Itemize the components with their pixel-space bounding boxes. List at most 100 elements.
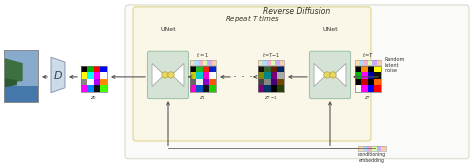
Bar xyxy=(4,86,38,101)
Bar xyxy=(362,72,368,79)
Bar xyxy=(190,66,216,92)
Bar xyxy=(364,60,368,65)
Bar xyxy=(81,66,88,72)
Bar xyxy=(355,60,381,65)
Bar xyxy=(280,60,284,65)
Bar xyxy=(203,66,210,72)
Bar xyxy=(368,85,374,92)
Bar xyxy=(199,60,203,65)
Bar xyxy=(4,50,38,101)
Bar xyxy=(88,72,94,79)
Bar xyxy=(264,79,271,85)
Bar xyxy=(362,66,368,72)
Polygon shape xyxy=(314,63,326,86)
Bar xyxy=(94,72,100,79)
Bar xyxy=(377,60,381,65)
Bar xyxy=(267,60,271,65)
Bar xyxy=(264,72,271,79)
Bar xyxy=(277,66,284,72)
Circle shape xyxy=(330,72,336,78)
Bar xyxy=(368,60,373,65)
Bar xyxy=(258,72,264,79)
Bar xyxy=(190,79,197,85)
Bar xyxy=(197,85,203,92)
Bar xyxy=(358,146,386,151)
Bar xyxy=(4,50,38,101)
Text: $z_{T-1}$: $z_{T-1}$ xyxy=(264,94,278,102)
Bar xyxy=(355,60,359,65)
Bar xyxy=(258,66,264,72)
Bar xyxy=(207,60,212,65)
Bar xyxy=(190,85,197,92)
Bar xyxy=(100,66,107,72)
Bar xyxy=(355,79,362,85)
Text: $z_1$: $z_1$ xyxy=(200,94,207,102)
Bar xyxy=(362,85,368,92)
Bar xyxy=(277,85,284,92)
Text: $D$: $D$ xyxy=(53,69,63,81)
Bar xyxy=(197,66,203,72)
Bar xyxy=(94,85,100,92)
Bar xyxy=(271,66,277,72)
Bar xyxy=(264,85,271,92)
Bar xyxy=(277,79,284,85)
Bar xyxy=(355,72,362,79)
Bar xyxy=(271,60,275,65)
Text: $z_0$: $z_0$ xyxy=(91,94,98,102)
Bar xyxy=(94,66,100,72)
Bar xyxy=(203,72,210,79)
Polygon shape xyxy=(334,63,346,86)
Bar xyxy=(368,72,374,79)
Bar xyxy=(271,85,277,92)
Bar xyxy=(210,72,216,79)
Bar xyxy=(81,66,107,92)
Bar xyxy=(372,146,377,151)
Bar xyxy=(355,66,362,72)
Bar xyxy=(81,85,88,92)
Bar xyxy=(271,79,277,85)
FancyBboxPatch shape xyxy=(133,7,371,141)
Text: $t=1$: $t=1$ xyxy=(196,51,210,59)
Bar xyxy=(197,79,203,85)
Bar xyxy=(212,60,216,65)
Bar xyxy=(203,85,210,92)
Text: $t\!=\!T$: $t\!=\!T$ xyxy=(362,51,374,59)
Bar xyxy=(277,72,284,79)
Text: Repeat $T$ times: Repeat $T$ times xyxy=(225,13,280,24)
Bar xyxy=(81,72,88,79)
Bar xyxy=(374,85,381,92)
Text: UNet: UNet xyxy=(322,27,338,32)
Bar xyxy=(374,72,381,79)
Bar xyxy=(210,79,216,85)
Bar xyxy=(355,66,381,92)
Bar xyxy=(382,146,386,151)
Bar xyxy=(190,66,197,72)
Bar xyxy=(94,79,100,85)
Bar xyxy=(190,60,216,65)
Text: $z_T$: $z_T$ xyxy=(364,94,372,102)
Bar xyxy=(100,79,107,85)
Text: Random
latent
noise: Random latent noise xyxy=(385,57,405,73)
Text: · · ·: · · · xyxy=(233,71,253,84)
Bar xyxy=(210,66,216,72)
Polygon shape xyxy=(4,58,23,84)
Circle shape xyxy=(168,72,174,78)
Bar xyxy=(194,60,199,65)
FancyBboxPatch shape xyxy=(310,51,350,99)
Bar xyxy=(367,146,372,151)
Bar xyxy=(190,72,197,79)
Bar xyxy=(81,79,88,85)
Circle shape xyxy=(162,72,168,78)
Bar xyxy=(258,60,262,65)
Bar xyxy=(258,85,264,92)
Bar xyxy=(258,79,264,85)
Polygon shape xyxy=(152,63,164,86)
Bar xyxy=(368,79,374,85)
Bar xyxy=(258,60,284,65)
Bar xyxy=(374,79,381,85)
Polygon shape xyxy=(4,79,17,87)
Polygon shape xyxy=(51,57,65,93)
FancyBboxPatch shape xyxy=(147,51,189,99)
Polygon shape xyxy=(172,63,184,86)
Text: $t\!=\!T\!-\!1$: $t\!=\!T\!-\!1$ xyxy=(262,51,280,59)
